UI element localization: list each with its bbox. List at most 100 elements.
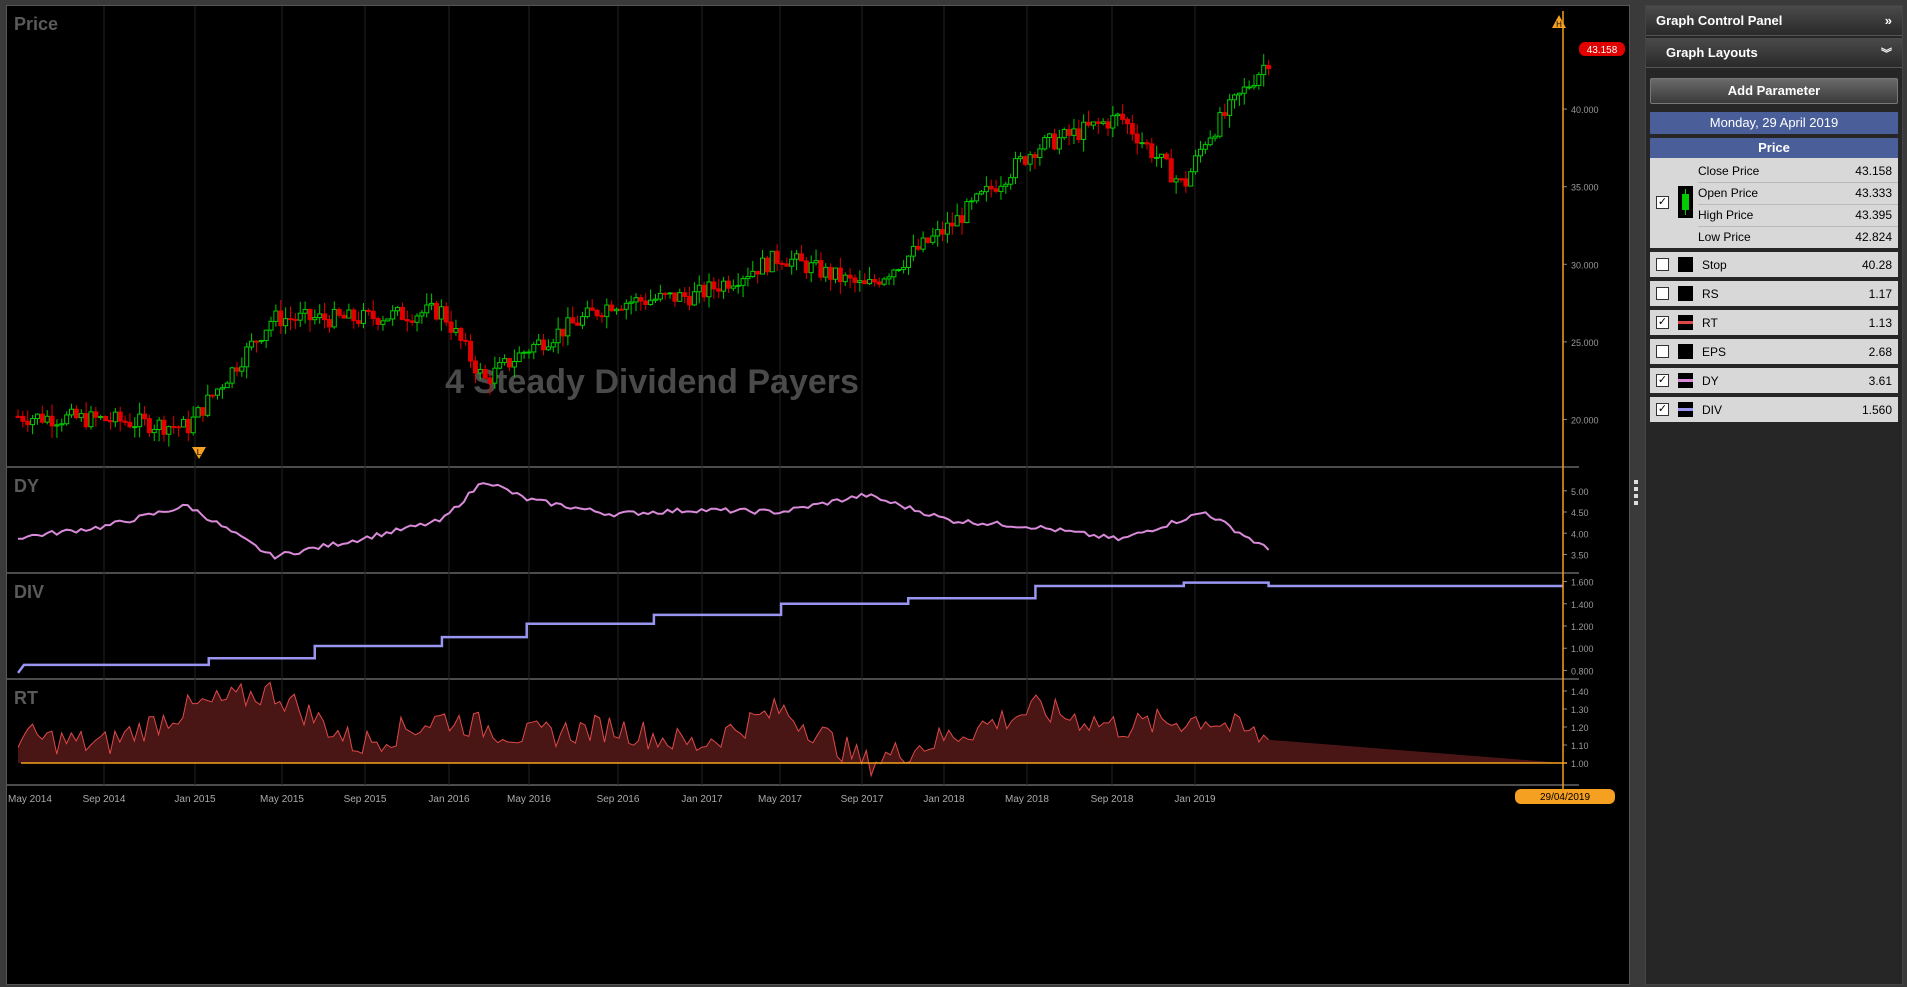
series-swatch-icon	[1678, 344, 1693, 359]
candle-body	[740, 278, 746, 286]
panel-splitter-handle[interactable]	[1634, 480, 1638, 510]
candle-body	[1236, 92, 1242, 96]
candle-body	[249, 340, 255, 348]
candle-body	[599, 315, 605, 318]
candle-body	[385, 318, 391, 322]
add-parameter-button[interactable]: Add Parameter	[1650, 78, 1898, 104]
candle-body	[1047, 133, 1053, 139]
candle-body	[1042, 137, 1048, 150]
param-checkbox[interactable]	[1656, 287, 1669, 300]
candle-body	[584, 307, 590, 318]
param-checkbox[interactable]: ✓	[1656, 316, 1669, 329]
candle-body	[395, 306, 401, 312]
candle-body	[652, 298, 658, 301]
series-swatch-icon	[1678, 257, 1693, 272]
candle-body	[356, 320, 362, 324]
candle-body	[915, 245, 921, 250]
candle-body	[49, 415, 55, 427]
candle-body	[15, 415, 21, 418]
candle-body	[229, 367, 235, 384]
param-checkbox[interactable]	[1656, 345, 1669, 358]
candle-body	[1266, 64, 1272, 70]
param-checkbox[interactable]	[1656, 258, 1669, 271]
candle-body	[166, 426, 172, 435]
candle-body	[974, 193, 980, 202]
candle-body	[618, 308, 624, 311]
candle-body	[171, 426, 177, 429]
x-axis-label: Jan 2015	[174, 794, 216, 805]
candle-body	[176, 426, 182, 429]
dy-axis-label: 5.00	[1571, 487, 1589, 497]
candle-body	[1139, 142, 1145, 145]
candle-body	[336, 308, 342, 316]
collapse-panel-icon[interactable]: »	[1884, 13, 1892, 28]
candle-body	[331, 308, 337, 328]
candle-body	[638, 297, 644, 302]
candle-body	[1178, 178, 1184, 181]
candle-body	[1154, 156, 1160, 159]
candle-body	[1027, 154, 1033, 165]
candle-body	[813, 260, 819, 264]
candle-body	[132, 426, 138, 429]
candle-body	[1124, 118, 1130, 125]
candle-body	[803, 260, 809, 274]
candle-body	[258, 340, 264, 343]
candle-body	[453, 328, 459, 333]
candle-body	[438, 306, 444, 320]
candle-body	[594, 309, 600, 317]
param-row-rs: RS 1.17	[1650, 281, 1898, 306]
param-checkbox[interactable]: ✓	[1656, 403, 1669, 416]
candle-body	[399, 306, 405, 321]
dy-axis-label: 3.50	[1571, 551, 1589, 561]
candle-body	[1032, 154, 1038, 159]
candle-body	[648, 299, 654, 305]
param-row-eps: EPS 2.68	[1650, 339, 1898, 364]
candle-body	[691, 291, 697, 306]
candle-body	[98, 416, 104, 419]
candle-body	[842, 274, 848, 283]
chevron-down-icon[interactable]: ︾	[1881, 47, 1892, 60]
candle-body	[244, 346, 250, 368]
candle-body	[492, 367, 498, 384]
candle-body	[1207, 137, 1213, 146]
candle-body	[516, 352, 522, 363]
candle-body	[112, 411, 118, 423]
param-row-dy: ✓ DY 3.61	[1650, 368, 1898, 393]
div-axis-label: 1.200	[1571, 622, 1594, 632]
candle-body	[127, 421, 133, 428]
param-checkbox[interactable]: ✓	[1656, 374, 1669, 387]
candle-body	[579, 316, 585, 326]
param-value: 1.17	[1868, 287, 1892, 301]
candle-body	[20, 416, 26, 422]
candle-body	[511, 361, 517, 368]
candle-body	[263, 329, 269, 342]
chart-area[interactable]: Price DY DIV RT 4 Steady Dividend Payers 40.0…	[6, 5, 1630, 985]
cursor-date-tag	[1515, 789, 1615, 804]
candle-body	[69, 408, 75, 416]
candle-body	[424, 304, 430, 314]
price-checkbox[interactable]: ✓	[1656, 196, 1669, 209]
candle-body	[351, 309, 357, 322]
graph-layouts-header[interactable]: Graph Layouts ︾	[1646, 38, 1902, 68]
candle-body	[964, 201, 970, 224]
candle-body	[122, 420, 128, 423]
candle-body	[779, 262, 785, 265]
candle-body	[896, 268, 902, 271]
candle-body	[1090, 121, 1096, 126]
candle-body	[205, 394, 211, 416]
candle-body	[1061, 129, 1067, 139]
candle-body	[88, 411, 94, 428]
candle-body	[774, 250, 780, 264]
candle-body	[59, 423, 65, 426]
cursor-date-label: 29/04/2019	[1540, 792, 1590, 803]
candle-body	[808, 262, 814, 274]
candle-body	[1086, 121, 1092, 126]
last-price-label: 43.158	[1587, 45, 1618, 56]
candle-body	[1163, 153, 1169, 160]
candle-body	[239, 366, 245, 372]
x-axis-label: Jan 2019	[1174, 794, 1216, 805]
candle-body	[794, 253, 800, 260]
candle-body	[682, 292, 688, 297]
candle-body	[687, 295, 693, 306]
price-row: Low Price 42.824	[1698, 226, 1898, 248]
